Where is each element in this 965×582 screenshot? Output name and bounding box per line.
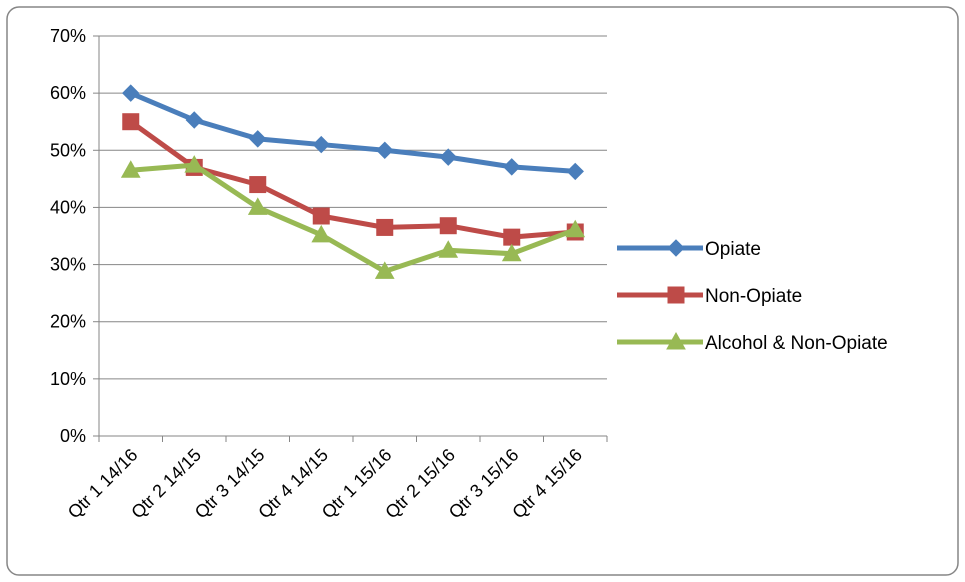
- data-point-opiate: [566, 162, 584, 181]
- legend-swatch-marker: [667, 286, 685, 304]
- legend-entry-alcohol-non-opiate: Alcohol & Non-Opiate: [617, 331, 888, 354]
- axes: [93, 35, 608, 442]
- y-tick-label: 0%: [60, 426, 86, 446]
- y-tick-label: 60%: [50, 83, 86, 103]
- series-lines: [120, 84, 586, 279]
- data-point-non-opiate: [439, 217, 457, 235]
- data-point-alcohol-non-opiate: [501, 243, 522, 262]
- legend-entry-opiate: Opiate: [617, 239, 761, 260]
- data-point-alcohol-non-opiate: [565, 219, 586, 238]
- data-point-opiate: [185, 111, 203, 129]
- y-tick-label: 20%: [50, 312, 86, 332]
- data-point-opiate: [312, 135, 330, 154]
- legend-label: Opiate: [705, 239, 761, 260]
- series-alcohol-non-opiate: [120, 155, 586, 279]
- data-point-alcohol-non-opiate: [438, 240, 459, 258]
- legend-label: Alcohol & Non-Opiate: [705, 333, 888, 354]
- data-point-non-opiate: [122, 113, 140, 131]
- y-axis-tick-labels: 0% 10% 20% 30% 40% 50% 60% 70%: [50, 26, 86, 446]
- legend-swatch-marker: [667, 239, 685, 257]
- data-point-opiate: [503, 158, 521, 176]
- y-tick-label: 40%: [50, 197, 86, 217]
- data-point-alcohol-non-opiate: [120, 160, 141, 178]
- y-tick-label: 70%: [50, 26, 86, 46]
- data-point-non-opiate: [503, 228, 521, 246]
- legend-label: Non-Opiate: [705, 286, 802, 307]
- data-point-alcohol-non-opiate: [311, 224, 332, 243]
- data-point-non-opiate: [312, 207, 330, 225]
- legend-entry-non-opiate: Non-Opiate: [617, 286, 802, 307]
- y-tick-label: 30%: [50, 255, 86, 275]
- data-point-non-opiate: [376, 218, 394, 236]
- chart-border: [6, 6, 959, 576]
- data-point-opiate: [249, 130, 267, 148]
- data-point-opiate: [122, 84, 140, 102]
- series-opiate: [122, 84, 584, 181]
- data-point-alcohol-non-opiate: [247, 197, 268, 215]
- data-point-opiate: [376, 141, 394, 159]
- data-point-alcohol-non-opiate: [374, 261, 395, 279]
- legend: Opiate Non-Opiate Alcohol & Non-Opiate: [617, 239, 888, 354]
- y-tick-label: 50%: [50, 140, 86, 160]
- gridlines: [99, 35, 607, 380]
- data-point-alcohol-non-opiate: [184, 155, 205, 173]
- series-line-opiate: [128, 90, 578, 174]
- y-tick-label: 10%: [50, 369, 86, 389]
- series-line-alcohol-non-opiate: [128, 162, 578, 274]
- data-point-opiate: [439, 148, 457, 166]
- data-point-non-opiate: [249, 176, 267, 194]
- legend-swatch-marker: [666, 331, 686, 350]
